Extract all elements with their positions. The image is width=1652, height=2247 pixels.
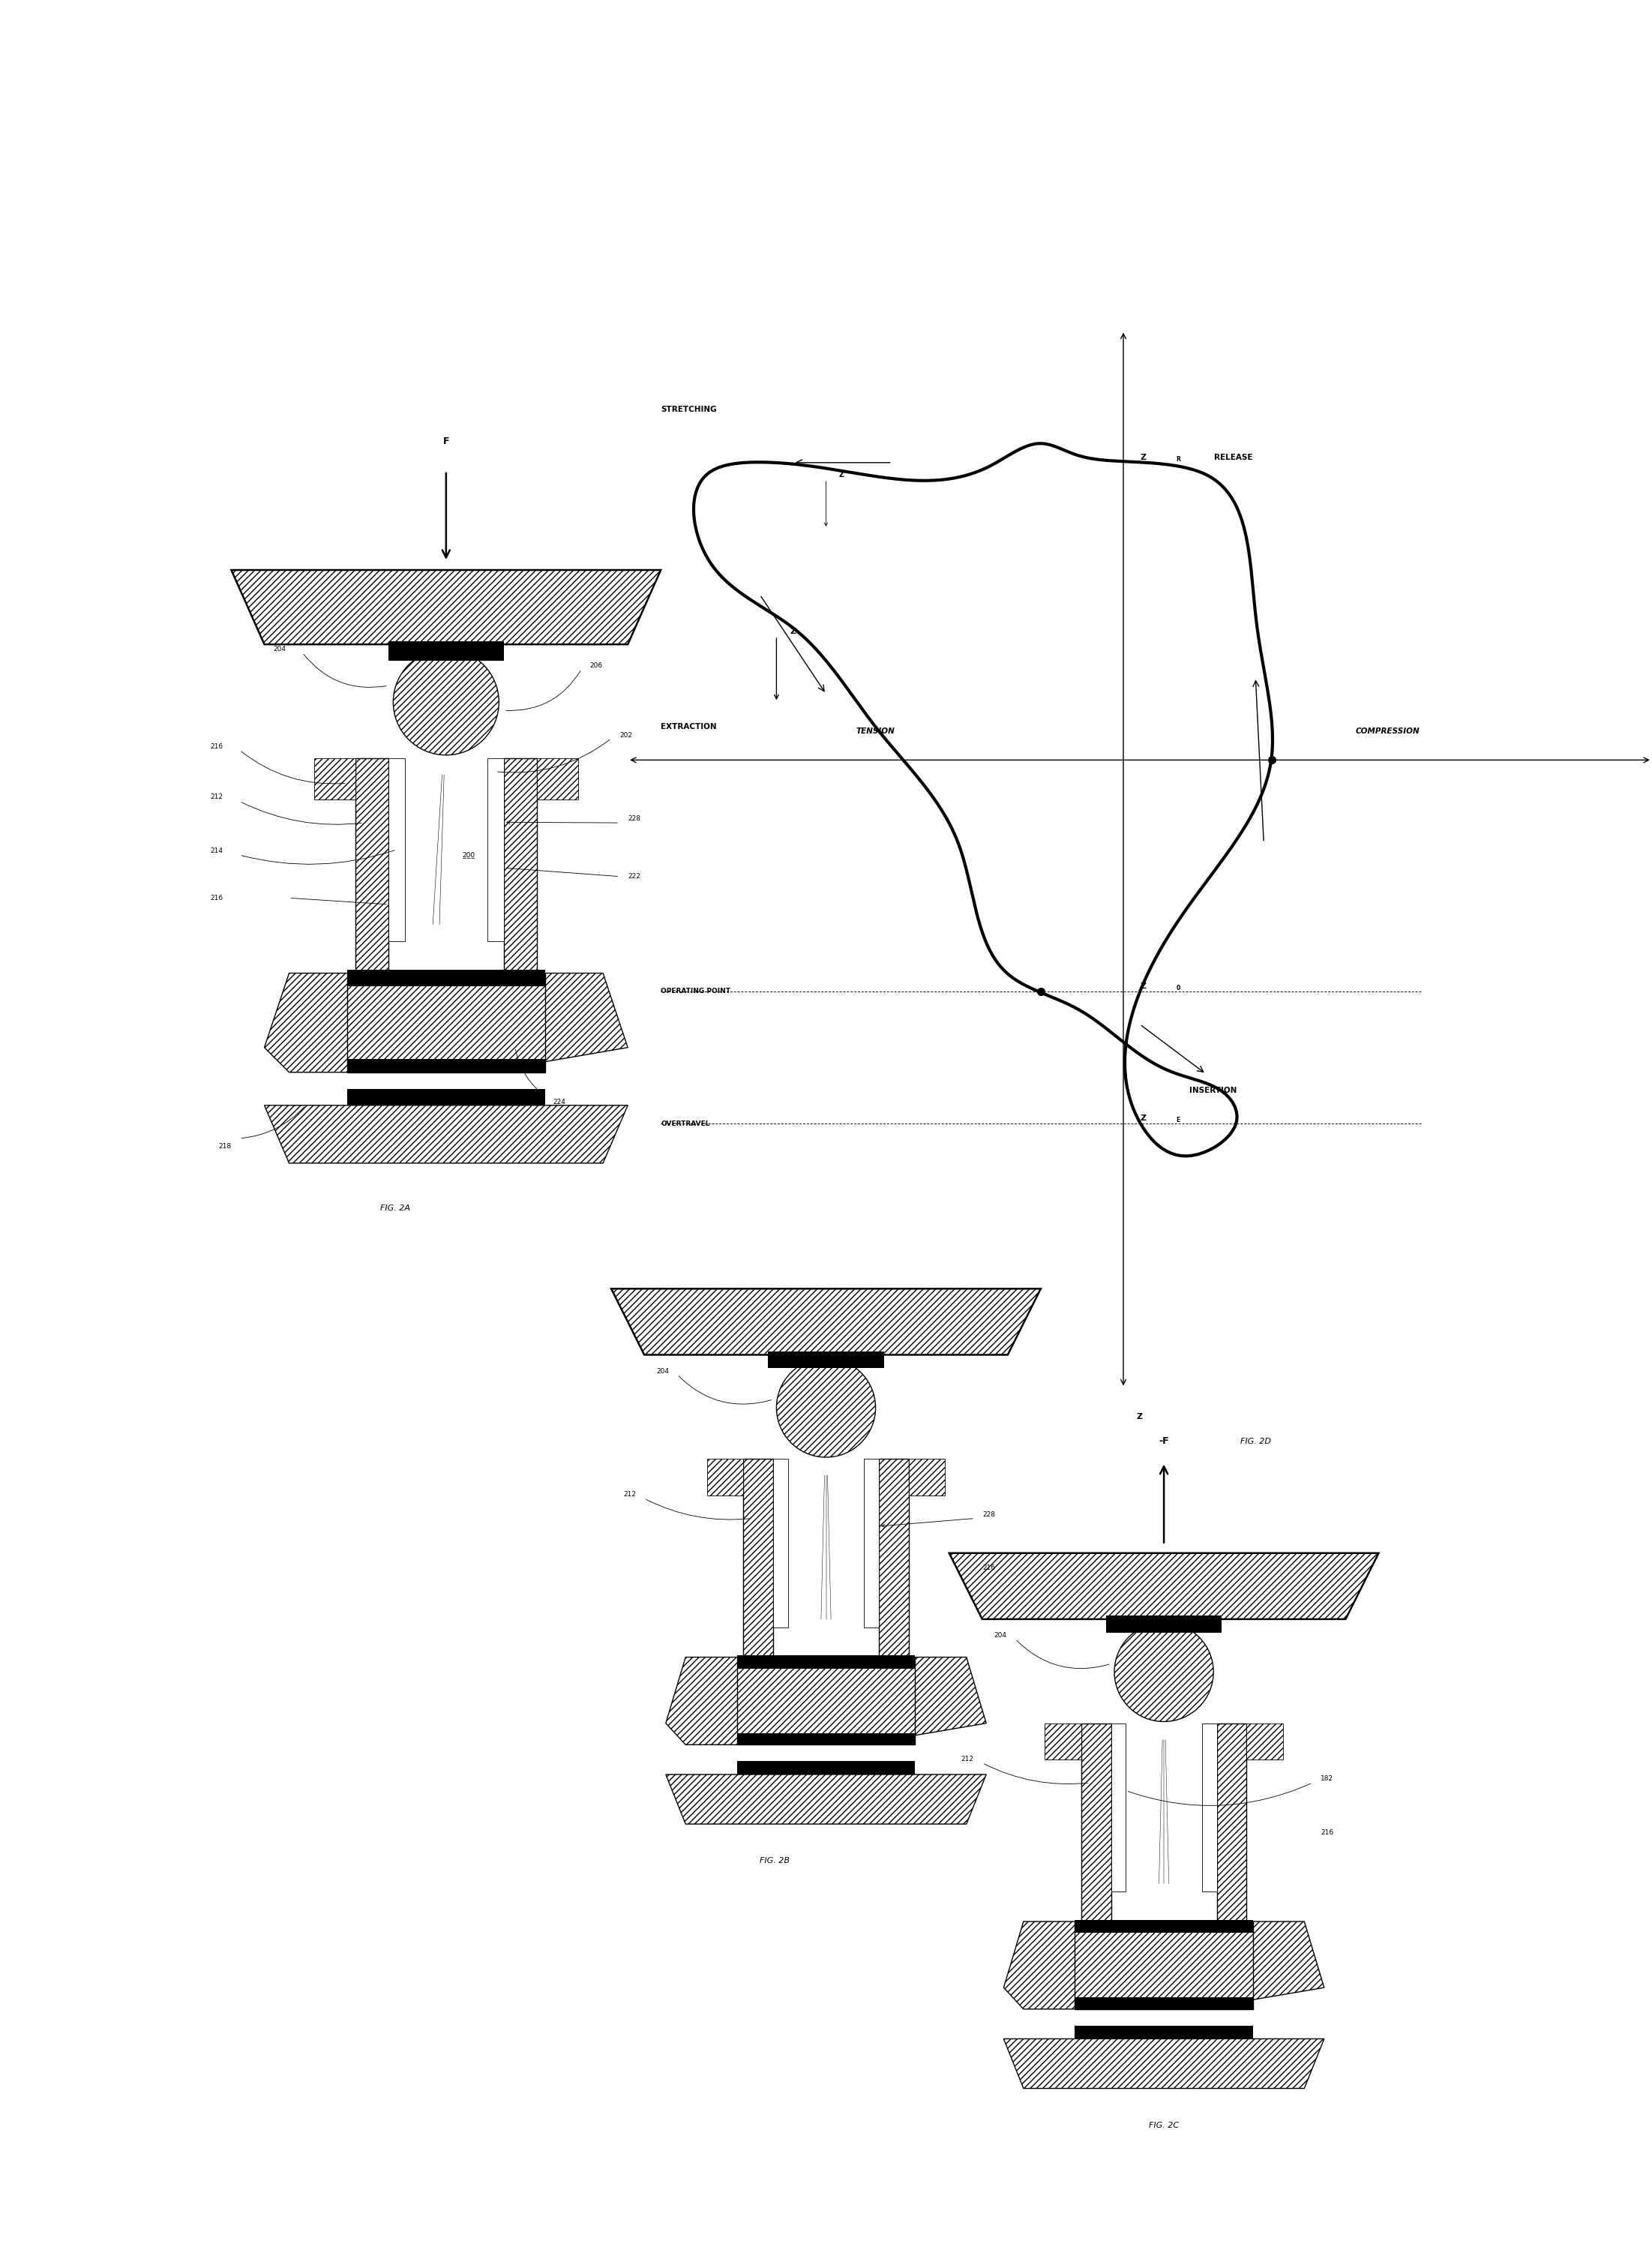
Bar xyxy=(1075,1919,1254,1932)
Polygon shape xyxy=(537,759,578,800)
Text: FIG. 2B: FIG. 2B xyxy=(760,1856,790,1865)
Circle shape xyxy=(1115,1622,1214,1721)
Text: 2̲0̲0̲: 2̲0̲0̲ xyxy=(463,852,476,858)
Text: F: F xyxy=(443,436,449,447)
Text: STRETCHING: STRETCHING xyxy=(661,404,717,413)
Polygon shape xyxy=(1198,1921,1325,2009)
Text: FIG. 2A: FIG. 2A xyxy=(380,1204,410,1211)
Text: TENSION: TENSION xyxy=(856,728,895,735)
Polygon shape xyxy=(737,1658,915,1744)
Text: FIG. 2C: FIG. 2C xyxy=(1148,2121,1180,2128)
Text: EXTRACTION: EXTRACTION xyxy=(661,724,717,730)
Polygon shape xyxy=(1247,1723,1284,1759)
Bar xyxy=(1112,1723,1127,1892)
Text: Z: Z xyxy=(839,472,844,479)
Polygon shape xyxy=(859,1658,986,1744)
Text: 204: 204 xyxy=(995,1631,1008,1638)
Polygon shape xyxy=(484,973,628,1072)
Bar xyxy=(737,1732,915,1744)
Polygon shape xyxy=(314,759,355,800)
Polygon shape xyxy=(707,1458,743,1494)
Polygon shape xyxy=(879,1458,909,1658)
Text: 216: 216 xyxy=(210,744,223,750)
Text: 212: 212 xyxy=(210,793,223,800)
Polygon shape xyxy=(1004,2038,1325,2087)
Text: 228: 228 xyxy=(628,816,641,822)
Bar xyxy=(347,971,545,986)
Bar xyxy=(737,1762,915,1775)
Polygon shape xyxy=(1075,1921,1254,2009)
Text: Z: Z xyxy=(1140,1115,1146,1121)
Text: INSERTION: INSERTION xyxy=(1189,1088,1237,1094)
Bar xyxy=(347,1090,545,1106)
Polygon shape xyxy=(950,1553,1379,1620)
Bar xyxy=(1203,1723,1218,1892)
Text: 216: 216 xyxy=(1322,1829,1333,1836)
Polygon shape xyxy=(231,571,661,645)
Bar xyxy=(864,1458,879,1627)
Text: -F: -F xyxy=(1158,1436,1170,1445)
Text: 202: 202 xyxy=(620,733,633,739)
Bar xyxy=(1075,1998,1254,2009)
Bar xyxy=(388,640,504,661)
Text: 212: 212 xyxy=(961,1755,975,1762)
Text: 224: 224 xyxy=(553,1099,565,1106)
Polygon shape xyxy=(1046,1723,1082,1759)
Bar xyxy=(388,759,405,941)
Text: 214: 214 xyxy=(210,847,223,854)
Bar xyxy=(768,1350,884,1368)
Text: R: R xyxy=(1176,456,1181,463)
Text: 204: 204 xyxy=(273,645,286,652)
Text: Z: Z xyxy=(1140,982,1146,991)
Polygon shape xyxy=(264,1106,628,1164)
Polygon shape xyxy=(666,1658,793,1744)
Bar xyxy=(347,1058,545,1072)
Bar xyxy=(773,1458,788,1627)
Text: 228: 228 xyxy=(983,1510,996,1517)
Bar xyxy=(737,1656,915,1670)
Polygon shape xyxy=(504,759,537,973)
Polygon shape xyxy=(1004,1921,1130,2009)
Text: 216: 216 xyxy=(983,1564,996,1571)
Polygon shape xyxy=(666,1775,986,1825)
Text: RELEASE: RELEASE xyxy=(1214,454,1252,461)
Polygon shape xyxy=(611,1290,1041,1355)
Polygon shape xyxy=(264,973,408,1072)
Polygon shape xyxy=(909,1458,945,1494)
Circle shape xyxy=(393,649,499,755)
Text: OPERATING POINT: OPERATING POINT xyxy=(661,989,730,995)
Text: 222: 222 xyxy=(628,874,641,881)
Text: FIG. 2D: FIG. 2D xyxy=(1241,1438,1270,1445)
Text: OVERTRAVEL: OVERTRAVEL xyxy=(661,1119,710,1128)
Text: COMPRESSION: COMPRESSION xyxy=(1356,728,1419,735)
Bar xyxy=(1107,1616,1222,1631)
Text: 216: 216 xyxy=(210,894,223,901)
Bar xyxy=(487,759,504,941)
Text: 218: 218 xyxy=(218,1144,231,1150)
Text: 206: 206 xyxy=(590,663,603,670)
Text: 182: 182 xyxy=(1322,1775,1333,1782)
Text: 212: 212 xyxy=(623,1492,636,1499)
Text: E: E xyxy=(1176,1117,1180,1124)
Polygon shape xyxy=(355,759,388,973)
Text: Z: Z xyxy=(790,627,796,636)
Bar xyxy=(1075,2025,1254,2038)
Text: 204: 204 xyxy=(656,1368,669,1375)
Polygon shape xyxy=(1218,1723,1247,1921)
Text: 0: 0 xyxy=(1176,984,1180,991)
Text: Z: Z xyxy=(1140,454,1146,461)
Text: Z: Z xyxy=(1137,1413,1143,1420)
Circle shape xyxy=(776,1357,876,1458)
Polygon shape xyxy=(347,973,545,1072)
Polygon shape xyxy=(1082,1723,1112,1921)
Polygon shape xyxy=(743,1458,773,1658)
